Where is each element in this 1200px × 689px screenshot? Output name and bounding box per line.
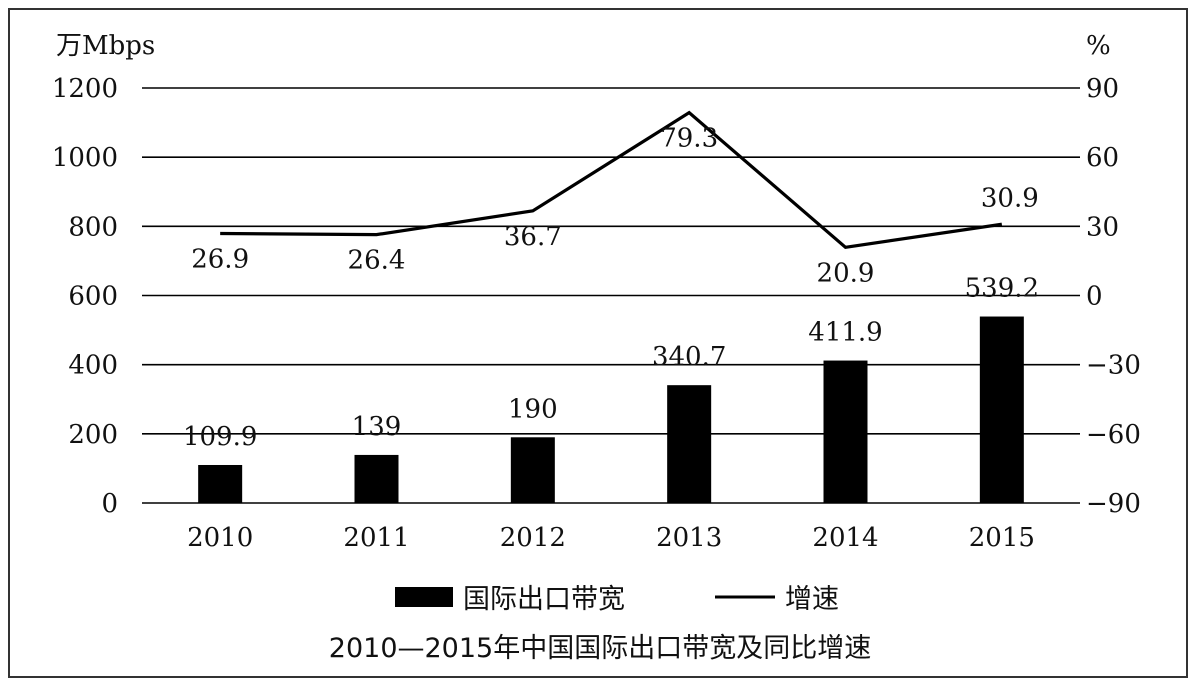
- right-tick-label: 90: [1086, 74, 1119, 104]
- bar: [198, 464, 243, 503]
- left-tick-label: 600: [68, 282, 118, 312]
- growth-value-label: 26.9: [191, 244, 249, 274]
- legend: 国际出口带宽 增速: [395, 584, 839, 615]
- line-layer: [220, 110, 1003, 250]
- bar-value-label: 411.9: [808, 318, 882, 348]
- legend-bar-swatch: [395, 587, 453, 607]
- growth-value-label: 20.9: [817, 258, 875, 288]
- right-tick-label: −60: [1086, 420, 1141, 450]
- label-layer: 109.9 139 190 340.7 411.9 539.2 26.9 26.4 36.7 79…: [183, 124, 1039, 452]
- left-tick-label: 200: [68, 420, 118, 450]
- bar: [979, 316, 1024, 503]
- x-tick-label: 2010: [187, 523, 253, 553]
- axis-layer: 0 −90 200 −60 400 −30 600 0 800 30 1000 60 1200 90 201…: [52, 74, 1141, 553]
- bar-value-label: 340.7: [652, 342, 726, 372]
- right-axis-unit: %: [1086, 31, 1111, 61]
- right-tick-label: −30: [1086, 351, 1141, 381]
- growth-value-label: 36.7: [504, 222, 562, 252]
- right-tick-label: 0: [1086, 282, 1103, 312]
- chart-frame: 109.9 139 190 340.7 411.9 539.2 26.9 26.4 36.7 79…: [8, 8, 1188, 678]
- left-tick-label: 0: [101, 489, 118, 519]
- legend-bar-label: 国际出口带宽: [463, 584, 625, 615]
- bar-layer: [198, 316, 1024, 503]
- left-tick-label: 1200: [52, 74, 118, 104]
- x-tick-label: 2015: [969, 523, 1035, 553]
- bar-value-label: 539.2: [965, 274, 1039, 304]
- bar: [823, 360, 868, 503]
- x-tick-label: 2011: [343, 523, 409, 553]
- growth-value-label: 79.3: [660, 124, 718, 154]
- bar: [510, 437, 555, 503]
- chart-svg: 109.9 139 190 340.7 411.9 539.2 26.9 26.4 36.7 79…: [52, 31, 1141, 664]
- left-tick-label: 1000: [52, 143, 118, 173]
- right-tick-label: 60: [1086, 143, 1119, 173]
- bar-value-label: 190: [508, 394, 558, 424]
- left-axis-unit: 万Mbps: [56, 31, 155, 61]
- right-tick-label: 30: [1086, 212, 1119, 242]
- x-tick-label: 2014: [812, 523, 878, 553]
- chart-caption: 2010—2015年中国国际出口带宽及同比增速: [329, 633, 871, 664]
- growth-line: [220, 110, 1003, 250]
- x-tick-label: 2012: [500, 523, 566, 553]
- bar-value-label: 139: [352, 412, 402, 442]
- grid-layer: [142, 87, 1080, 504]
- left-tick-label: 400: [68, 351, 118, 381]
- growth-value-label: 26.4: [348, 246, 406, 276]
- bar: [667, 385, 712, 503]
- growth-value-label: 30.9: [981, 183, 1039, 213]
- x-tick-label: 2013: [656, 523, 722, 553]
- right-tick-label: −90: [1086, 489, 1141, 519]
- bar-value-label: 109.9: [183, 422, 257, 452]
- bar: [354, 454, 399, 503]
- left-tick-label: 800: [68, 212, 118, 242]
- legend-line-label: 增速: [785, 584, 839, 615]
